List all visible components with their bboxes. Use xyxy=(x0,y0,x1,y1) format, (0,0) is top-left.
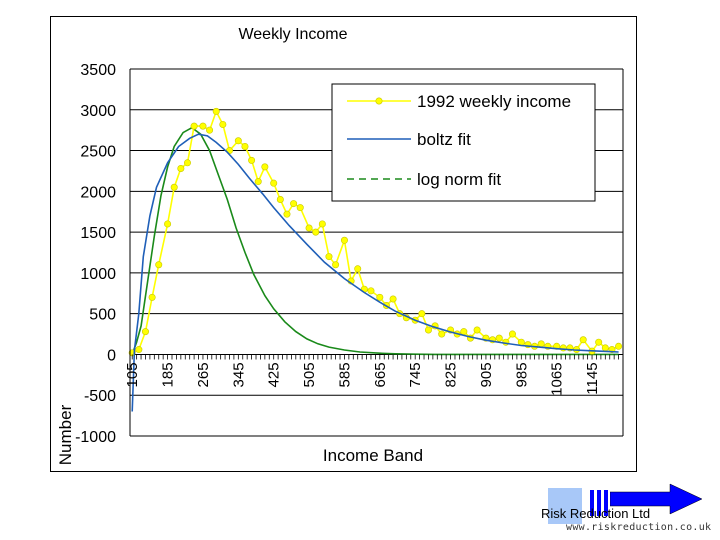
data-point xyxy=(559,344,567,352)
data-point xyxy=(170,183,178,191)
data-point xyxy=(290,200,298,208)
risk-reduction-logo: Risk Reduction Ltd www.riskreduction.co.… xyxy=(540,482,718,538)
chart-frame: Weekly Income Income Band Number 3500 300… xyxy=(50,16,637,472)
legend-label: boltz fit xyxy=(417,130,471,149)
y-tick-label: 3500 xyxy=(80,62,116,79)
data-point xyxy=(495,334,503,342)
data-point xyxy=(312,228,320,236)
data-point xyxy=(438,330,446,338)
data-point xyxy=(418,310,426,318)
data-point xyxy=(460,328,468,336)
data-point xyxy=(332,261,340,269)
y-tick-label: -1000 xyxy=(75,429,116,446)
data-point xyxy=(305,224,313,232)
data-point xyxy=(141,328,149,336)
x-tick-label: 105 xyxy=(124,362,141,387)
y-tick-label: 0 xyxy=(107,347,116,364)
x-tick-label: 745 xyxy=(407,362,424,387)
arrow-icon xyxy=(610,483,703,515)
logo-bar-2 xyxy=(597,490,601,516)
y-tick-label: -500 xyxy=(84,388,116,405)
company-name: Risk Reduction Ltd xyxy=(541,506,651,521)
logo-bar-1 xyxy=(590,490,594,516)
data-point xyxy=(376,293,384,301)
logo-square xyxy=(548,488,582,524)
data-point xyxy=(276,195,284,203)
y-tick-label: 1500 xyxy=(80,225,116,242)
legend-box xyxy=(331,83,596,202)
data-point xyxy=(424,326,432,334)
x-tick-label: 185 xyxy=(160,362,177,387)
x-tick-label: 665 xyxy=(372,362,389,387)
data-point xyxy=(148,293,156,301)
weekly-income-chart: Weekly Income Income Band Number 3500 300… xyxy=(56,26,624,465)
data-point xyxy=(318,220,326,228)
data-point xyxy=(254,178,262,186)
x-tick-label: 265 xyxy=(195,362,212,387)
y-tick-label: 3000 xyxy=(80,103,116,120)
data-point xyxy=(270,179,278,187)
data-point xyxy=(615,342,623,350)
y-tick-label: 2000 xyxy=(80,184,116,201)
x-axis-label: Income Band xyxy=(323,446,423,465)
data-point xyxy=(508,330,516,338)
data-point xyxy=(190,122,198,130)
x-tick-label: 905 xyxy=(478,362,495,387)
data-point xyxy=(164,220,172,228)
x-tick-label: 825 xyxy=(443,362,460,387)
x-tick-label: 425 xyxy=(266,362,283,387)
series-log-norm-fit xyxy=(131,126,619,356)
company-url: www.riskreduction.co.uk xyxy=(566,522,712,533)
data-point xyxy=(199,122,207,130)
data-point xyxy=(234,137,242,145)
data-point xyxy=(261,163,269,171)
data-point xyxy=(283,210,291,218)
x-tick-label: 345 xyxy=(230,362,247,387)
logo-bar-3 xyxy=(604,490,608,516)
legend-label: log norm fit xyxy=(417,170,501,189)
data-point xyxy=(325,253,333,261)
legend-marker xyxy=(375,97,383,105)
data-point xyxy=(183,159,191,167)
data-point xyxy=(340,236,348,244)
x-tick-label: 1145 xyxy=(584,362,601,394)
x-tick-label: 1065 xyxy=(549,362,566,395)
data-point xyxy=(206,126,214,134)
data-point xyxy=(595,338,603,346)
data-point xyxy=(537,340,545,348)
data-point xyxy=(248,156,256,164)
y-tick-label: 2500 xyxy=(80,144,116,161)
data-point xyxy=(367,287,375,295)
x-tick-label: 505 xyxy=(301,362,318,387)
data-point xyxy=(212,107,220,115)
data-point xyxy=(579,336,587,344)
data-point xyxy=(155,261,163,269)
data-point xyxy=(389,295,397,303)
data-point xyxy=(135,346,143,354)
series-1992-weekly-income xyxy=(131,109,619,354)
data-point xyxy=(601,344,609,352)
y-axis-label: Number xyxy=(56,404,75,465)
x-tick-label: 585 xyxy=(336,362,353,387)
series-boltz-fit xyxy=(131,133,619,412)
y-tick-label: 1000 xyxy=(80,266,116,283)
y-tick-label: 500 xyxy=(89,307,116,324)
x-tick-label: 985 xyxy=(513,362,530,387)
chart-title: Weekly Income xyxy=(238,26,347,43)
data-point xyxy=(241,142,249,150)
data-point xyxy=(177,164,185,172)
data-point xyxy=(219,120,227,128)
data-point xyxy=(354,265,362,273)
data-point xyxy=(296,204,304,212)
legend-label: 1992 weekly income xyxy=(417,92,571,111)
data-point xyxy=(473,326,481,334)
